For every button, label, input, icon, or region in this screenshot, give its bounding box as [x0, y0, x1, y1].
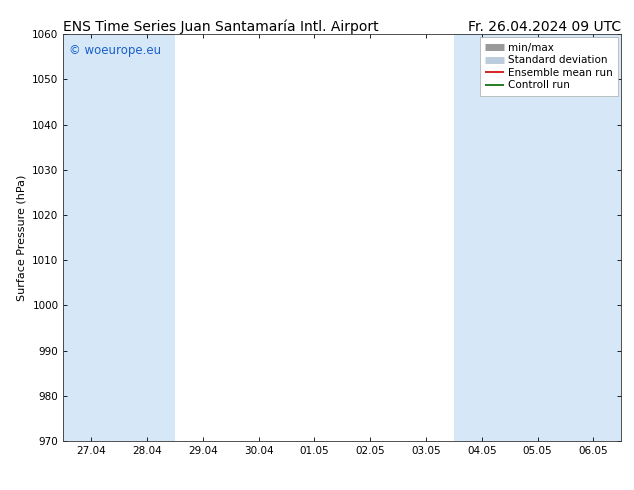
- Bar: [510, 34, 566, 441]
- Bar: [454, 34, 510, 441]
- Text: ENS Time Series Juan Santamaría Intl. Airport: ENS Time Series Juan Santamaría Intl. Ai…: [63, 20, 379, 34]
- Legend: min/max, Standard deviation, Ensemble mean run, Controll run: min/max, Standard deviation, Ensemble me…: [480, 37, 618, 96]
- Bar: [63, 34, 119, 441]
- Text: © woeurope.eu: © woeurope.eu: [69, 45, 161, 57]
- Y-axis label: Surface Pressure (hPa): Surface Pressure (hPa): [16, 174, 27, 301]
- Bar: [566, 34, 621, 441]
- Bar: [119, 34, 175, 441]
- Text: Fr. 26.04.2024 09 UTC: Fr. 26.04.2024 09 UTC: [468, 20, 621, 34]
